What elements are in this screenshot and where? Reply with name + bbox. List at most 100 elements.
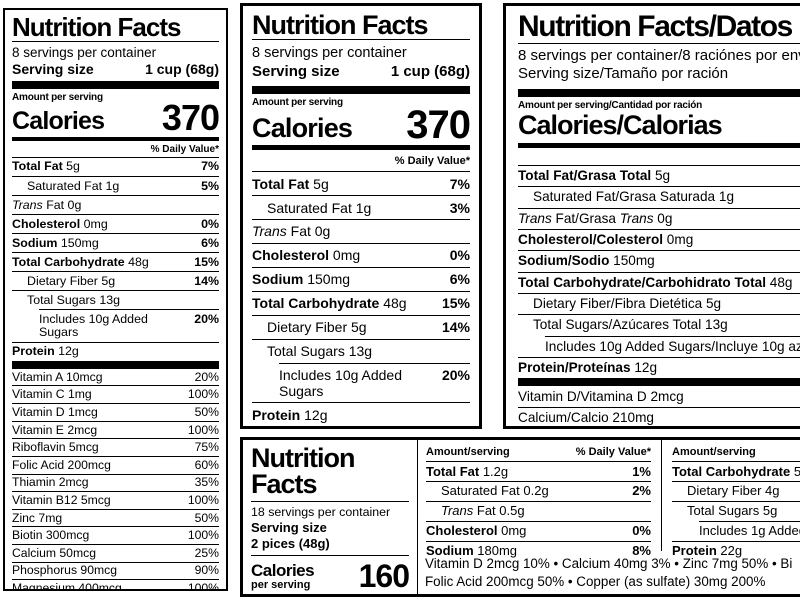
daily-value-percent: 35% (194, 475, 219, 490)
nutrient-row: Biotin 300mcg 100% (12, 526, 219, 544)
calories-label: Calories (251, 561, 315, 581)
nutrient-row: Total Carbohydrate 5 (672, 461, 800, 481)
nutrient-row: Vitamin D/Vitamina D 2mcg (518, 385, 800, 407)
nutrient-text: Total Carbohydrate (672, 463, 791, 479)
daily-value-percent: 0% (449, 247, 470, 264)
calories-row: Calories 370 (12, 97, 220, 139)
daily-value-percent: 25% (194, 545, 219, 560)
nutrient-name: Protein 12g (12, 345, 219, 359)
nutrient-text: Total Sugars 5g (687, 503, 778, 519)
nutrient-text: 0mg (329, 247, 361, 264)
divider (252, 39, 470, 41)
nutrient-name: Total Sugars 13g (12, 293, 219, 308)
nutrient-row: Phosphorus 90mcg 90% (12, 561, 219, 580)
nutrient-row: Cholesterol/Colesterol 0mg (518, 229, 800, 250)
nutrient-text: Zinc 7mg (12, 510, 63, 525)
nutrient-row: Includes 10g Added Sugars/Incluye 10g az… (545, 335, 800, 357)
nutrient-row: Vitamin C 1mg 100% (12, 385, 219, 403)
nutrient-name: Total Carbohydrate 48g (12, 255, 188, 270)
nutrient-text: Includes 10g Added Sugars (279, 367, 402, 399)
label-title-line2: Facts (251, 469, 318, 500)
nutrient-name: Protein 22g (672, 544, 800, 558)
daily-value-percent: 20% (441, 367, 470, 384)
daily-value-percent: 50% (194, 404, 219, 419)
nutrient-text: Cholesterol (12, 216, 81, 231)
nutrient-name: Total Fat/Grasa Total 5g (518, 168, 800, 184)
nutrient-rows: Total Carbohydrate 5 Dietary Fiber 4g Tota… (672, 461, 800, 560)
label-title-line1: Nutrition (251, 443, 355, 473)
nutrient-text: Sodium (426, 543, 474, 559)
nutrient-name: Trans Fat 0g (252, 224, 470, 239)
nutrient-name: Total Sugars 5g (672, 504, 800, 518)
vitamin-lines: Vitamin D 2mcg 10% • Calcium 40mg 3% • Z… (418, 551, 800, 594)
nutrient-name: Cholesterol 0mg (426, 524, 626, 538)
nutrient-text: Saturated Fat/Grasa Saturada 1g (533, 189, 735, 205)
nutrient-row: Sodium 150mg 6% (12, 233, 219, 252)
nutrient-text: Dietary Fiber 5g (27, 273, 116, 288)
nutrient-text: 0mg (663, 232, 694, 248)
serving-size-value: 2 pices (48g) (251, 536, 330, 552)
daily-value-percent: 8% (632, 543, 651, 559)
servings-per-container: 18 servings per container (251, 504, 391, 519)
calories-value: 370 (161, 97, 220, 139)
daily-value-percent: 100% (187, 493, 219, 507)
nutrient-text: 150mg (57, 235, 99, 250)
nutrient-name: Phosphorus 90mcg (12, 564, 189, 577)
nutrient-text: 12g (630, 360, 658, 376)
nutrient-text: 5g (62, 159, 80, 174)
tabular-left-block: Nutrition Facts 18 servings per containe… (243, 440, 417, 594)
daily-value-percent: 14% (441, 319, 470, 336)
nutrient-text: Saturated Fat 0.2g (441, 483, 549, 499)
nutrient-text: Calcium/Calcio 210mg (518, 410, 654, 426)
nutrient-text: 5g (309, 175, 329, 192)
divider (251, 500, 409, 502)
daily-value-percent: 6% (449, 271, 470, 288)
column-header-row: Amount/serving (672, 444, 800, 461)
nutrient-row: Cholesterol 0mg 0% (426, 520, 651, 541)
nutrient-name: Zinc 7mg (12, 510, 189, 525)
calories-row: Calories 370 (252, 105, 471, 145)
nutrient-name: Saturated Fat/Grasa Saturada 1g (518, 189, 800, 205)
nutrient-text: 12g (300, 406, 328, 423)
daily-value-percent: 100% (187, 422, 219, 437)
nutrient-name: Riboflavin 5mcg (12, 440, 189, 454)
nutrient-row: Vitamin A 10mcg 20% (12, 367, 219, 386)
nutrition-label-standard: Nutrition Facts 8 servings per container… (3, 8, 228, 591)
nutrient-text: Dietary Fiber/Fibra Dietética 5g (533, 296, 722, 312)
nutrient-row: Total Carbohydrate 48g 15% (12, 252, 219, 271)
nutrient-text: 22g (716, 543, 743, 559)
label-title: Nutrition Facts (12, 12, 181, 42)
daily-value-header: % Daily Value* (575, 446, 651, 458)
nutrient-name: Sodium 150mg (252, 272, 444, 287)
nutrient-text: Phosphorus 90mcg (12, 563, 118, 578)
nutrient-text: Fat/Grasa (551, 210, 620, 226)
nutrient-text: 0mg (497, 523, 527, 539)
nutrient-text: Vitamin C 1mg (12, 387, 92, 402)
nutrient-name: Total Sugars/Azúcares Total 13g (518, 317, 800, 333)
nutrient-row: Saturated Fat/Grasa Saturada 1g (518, 186, 800, 207)
nutrient-text: Vitamin D/Vitamina D 2mcg (518, 388, 684, 404)
medium-rule (12, 136, 219, 141)
nutrient-text: Trans (518, 210, 552, 226)
nutrient-name: Includes 10g Added Sugars (39, 312, 188, 340)
calories-label: Calories (252, 113, 353, 144)
nutrient-row: Total Fat/Grasa Total 5g (518, 165, 800, 186)
nutrient-row: Trans Fat/Grasa Trans 0g (518, 207, 800, 229)
nutrient-text: Fat 0.5g (473, 503, 525, 519)
serving-size-label: Serving size (251, 519, 327, 535)
nutrient-name: Total Fat 5g (252, 175, 444, 192)
nutrient-row: Total Fat 5g 7% (252, 171, 470, 195)
nutrient-name: Thiamin 2mcg (12, 476, 189, 489)
nutrient-name: Vitamin C 1mg (12, 388, 182, 401)
nutrient-text: 48g (379, 295, 407, 312)
nutrient-text: Dietary Fiber 4g (687, 483, 780, 499)
nutrient-name: Cholesterol/Colesterol 0mg (518, 232, 800, 248)
medium-rule (518, 143, 800, 148)
nutrient-name: Vitamin B12 5mcg (12, 493, 182, 507)
nutrient-text: Total Sugars 13g (267, 343, 373, 360)
nutrient-row: Magnesium 400mcg 100% (12, 579, 219, 589)
daily-value-percent: 100% (187, 387, 219, 402)
nutrient-name: Sodium/Sodio 150mg (518, 253, 800, 269)
nutrient-row: Includes 1g Added (699, 520, 800, 541)
nutrient-text: Calcium 50mcg (12, 545, 96, 560)
